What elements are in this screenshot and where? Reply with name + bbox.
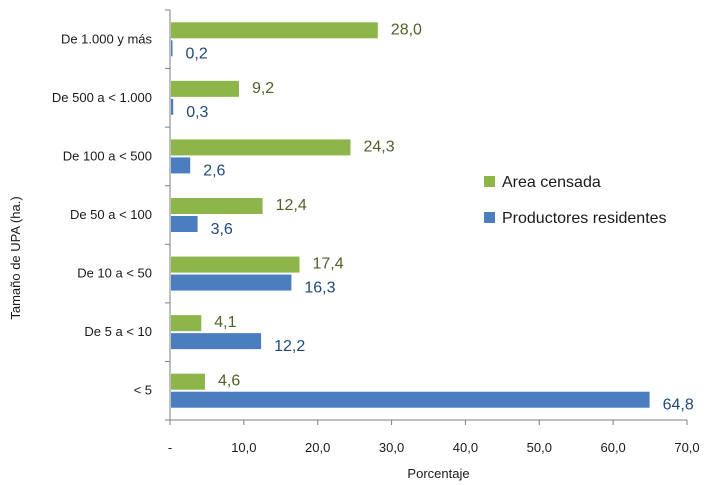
- bar-productores-residentes-de-1-000-y-m-s: [171, 40, 173, 57]
- bar-productores-residentes-de-100-a-500: [171, 157, 191, 174]
- bar-productores-residentes-de-10-a-50: [171, 274, 292, 291]
- data-label-area-censada-de-1-000-y-m-s: 28,0: [391, 21, 422, 38]
- bar-area-censada-de-1-000-y-m-s: [171, 22, 378, 39]
- y-tick-label-de-10-a-50: De 10 a < 50: [77, 266, 152, 281]
- x-tick-label: 30,0: [379, 440, 404, 455]
- data-label-productores-residentes-de-50-a-100: 3,6: [211, 221, 233, 238]
- bar-area-censada-de-10-a-50: [171, 256, 300, 273]
- data-label-productores-residentes-de-100-a-500: 2,6: [203, 162, 225, 179]
- data-label-productores-residentes-de-10-a-50: 16,3: [304, 280, 335, 297]
- data-label-productores-residentes-de-5-a-10: 12,2: [274, 338, 305, 355]
- data-label-productores-residentes-de-1-000-y-m-s: 0,2: [186, 45, 208, 62]
- bar-area-censada-5: [171, 373, 205, 390]
- bar-productores-residentes-de-5-a-10: [171, 333, 262, 350]
- bar-area-censada-de-500-a-1-000: [171, 80, 239, 97]
- bar-area-censada-de-5-a-10: [171, 315, 202, 332]
- data-label-area-censada-de-10-a-50: 17,4: [313, 256, 344, 273]
- bars-layer: [171, 22, 650, 408]
- y-tick-label-de-1-000-y-m-s: De 1.000 y más: [61, 31, 153, 46]
- axes-layer: [169, 10, 687, 421]
- data-label-area-censada-5: 4,6: [218, 373, 240, 390]
- data-label-productores-residentes-5: 64,8: [663, 397, 694, 414]
- y-tick-label-de-5-a-10: De 5 a < 10: [84, 324, 152, 339]
- data-label-area-censada-de-100-a-500: 24,3: [363, 138, 394, 155]
- ticks-layer: De 1.000 y más De 500 a < 1.000 De 100 a <…: [52, 9, 700, 455]
- x-axis-title: Porcentaje: [407, 466, 469, 481]
- data-label-productores-residentes-de-500-a-1-000: 0,3: [186, 104, 208, 121]
- data-label-area-censada-de-50-a-100: 12,4: [276, 197, 307, 214]
- x-tick-label: 40,0: [453, 440, 478, 455]
- y-tick-label-de-100-a-500: De 100 a < 500: [63, 148, 152, 163]
- x-tick-label: 20,0: [305, 440, 330, 455]
- y-axis-title: Tamaño de UPA (ha.): [8, 196, 23, 319]
- x-tick-label: 60,0: [600, 440, 625, 455]
- bar-area-censada-de-100-a-500: [171, 139, 351, 156]
- y-tick-label-5: < 5: [134, 383, 152, 398]
- bar-area-censada-de-50-a-100: [171, 198, 263, 214]
- legend-swatch-productores-residentes: [484, 212, 495, 223]
- legend-label-area-censada: Area censada: [502, 174, 601, 191]
- bar-productores-residentes-de-50-a-100: [171, 216, 198, 232]
- x-tick-label: -: [168, 440, 172, 455]
- bar-productores-residentes-5: [171, 391, 650, 408]
- legend-swatch-area-censada: [484, 176, 495, 187]
- y-tick-label-de-50-a-100: De 50 a < 100: [70, 207, 152, 222]
- data-label-area-censada-de-500-a-1-000: 9,2: [252, 80, 274, 97]
- x-tick-label: 50,0: [527, 440, 552, 455]
- x-tick-label: 70,0: [674, 440, 699, 455]
- legend: Area censada Productores residentes: [484, 174, 667, 227]
- legend-label-productores-residentes: Productores residentes: [502, 210, 667, 227]
- y-tick-label-de-500-a-1-000: De 500 a < 1.000: [52, 90, 152, 105]
- bar-productores-residentes-de-500-a-1-000: [171, 98, 174, 115]
- x-tick-label: 10,0: [231, 440, 256, 455]
- data-label-area-censada-de-5-a-10: 4,1: [214, 314, 236, 331]
- labels-layer: 28,0 9,2 24,3 12,4 17,4 4,1 4,6 0,2 0,3 2,6 3,6 16,…: [186, 21, 694, 413]
